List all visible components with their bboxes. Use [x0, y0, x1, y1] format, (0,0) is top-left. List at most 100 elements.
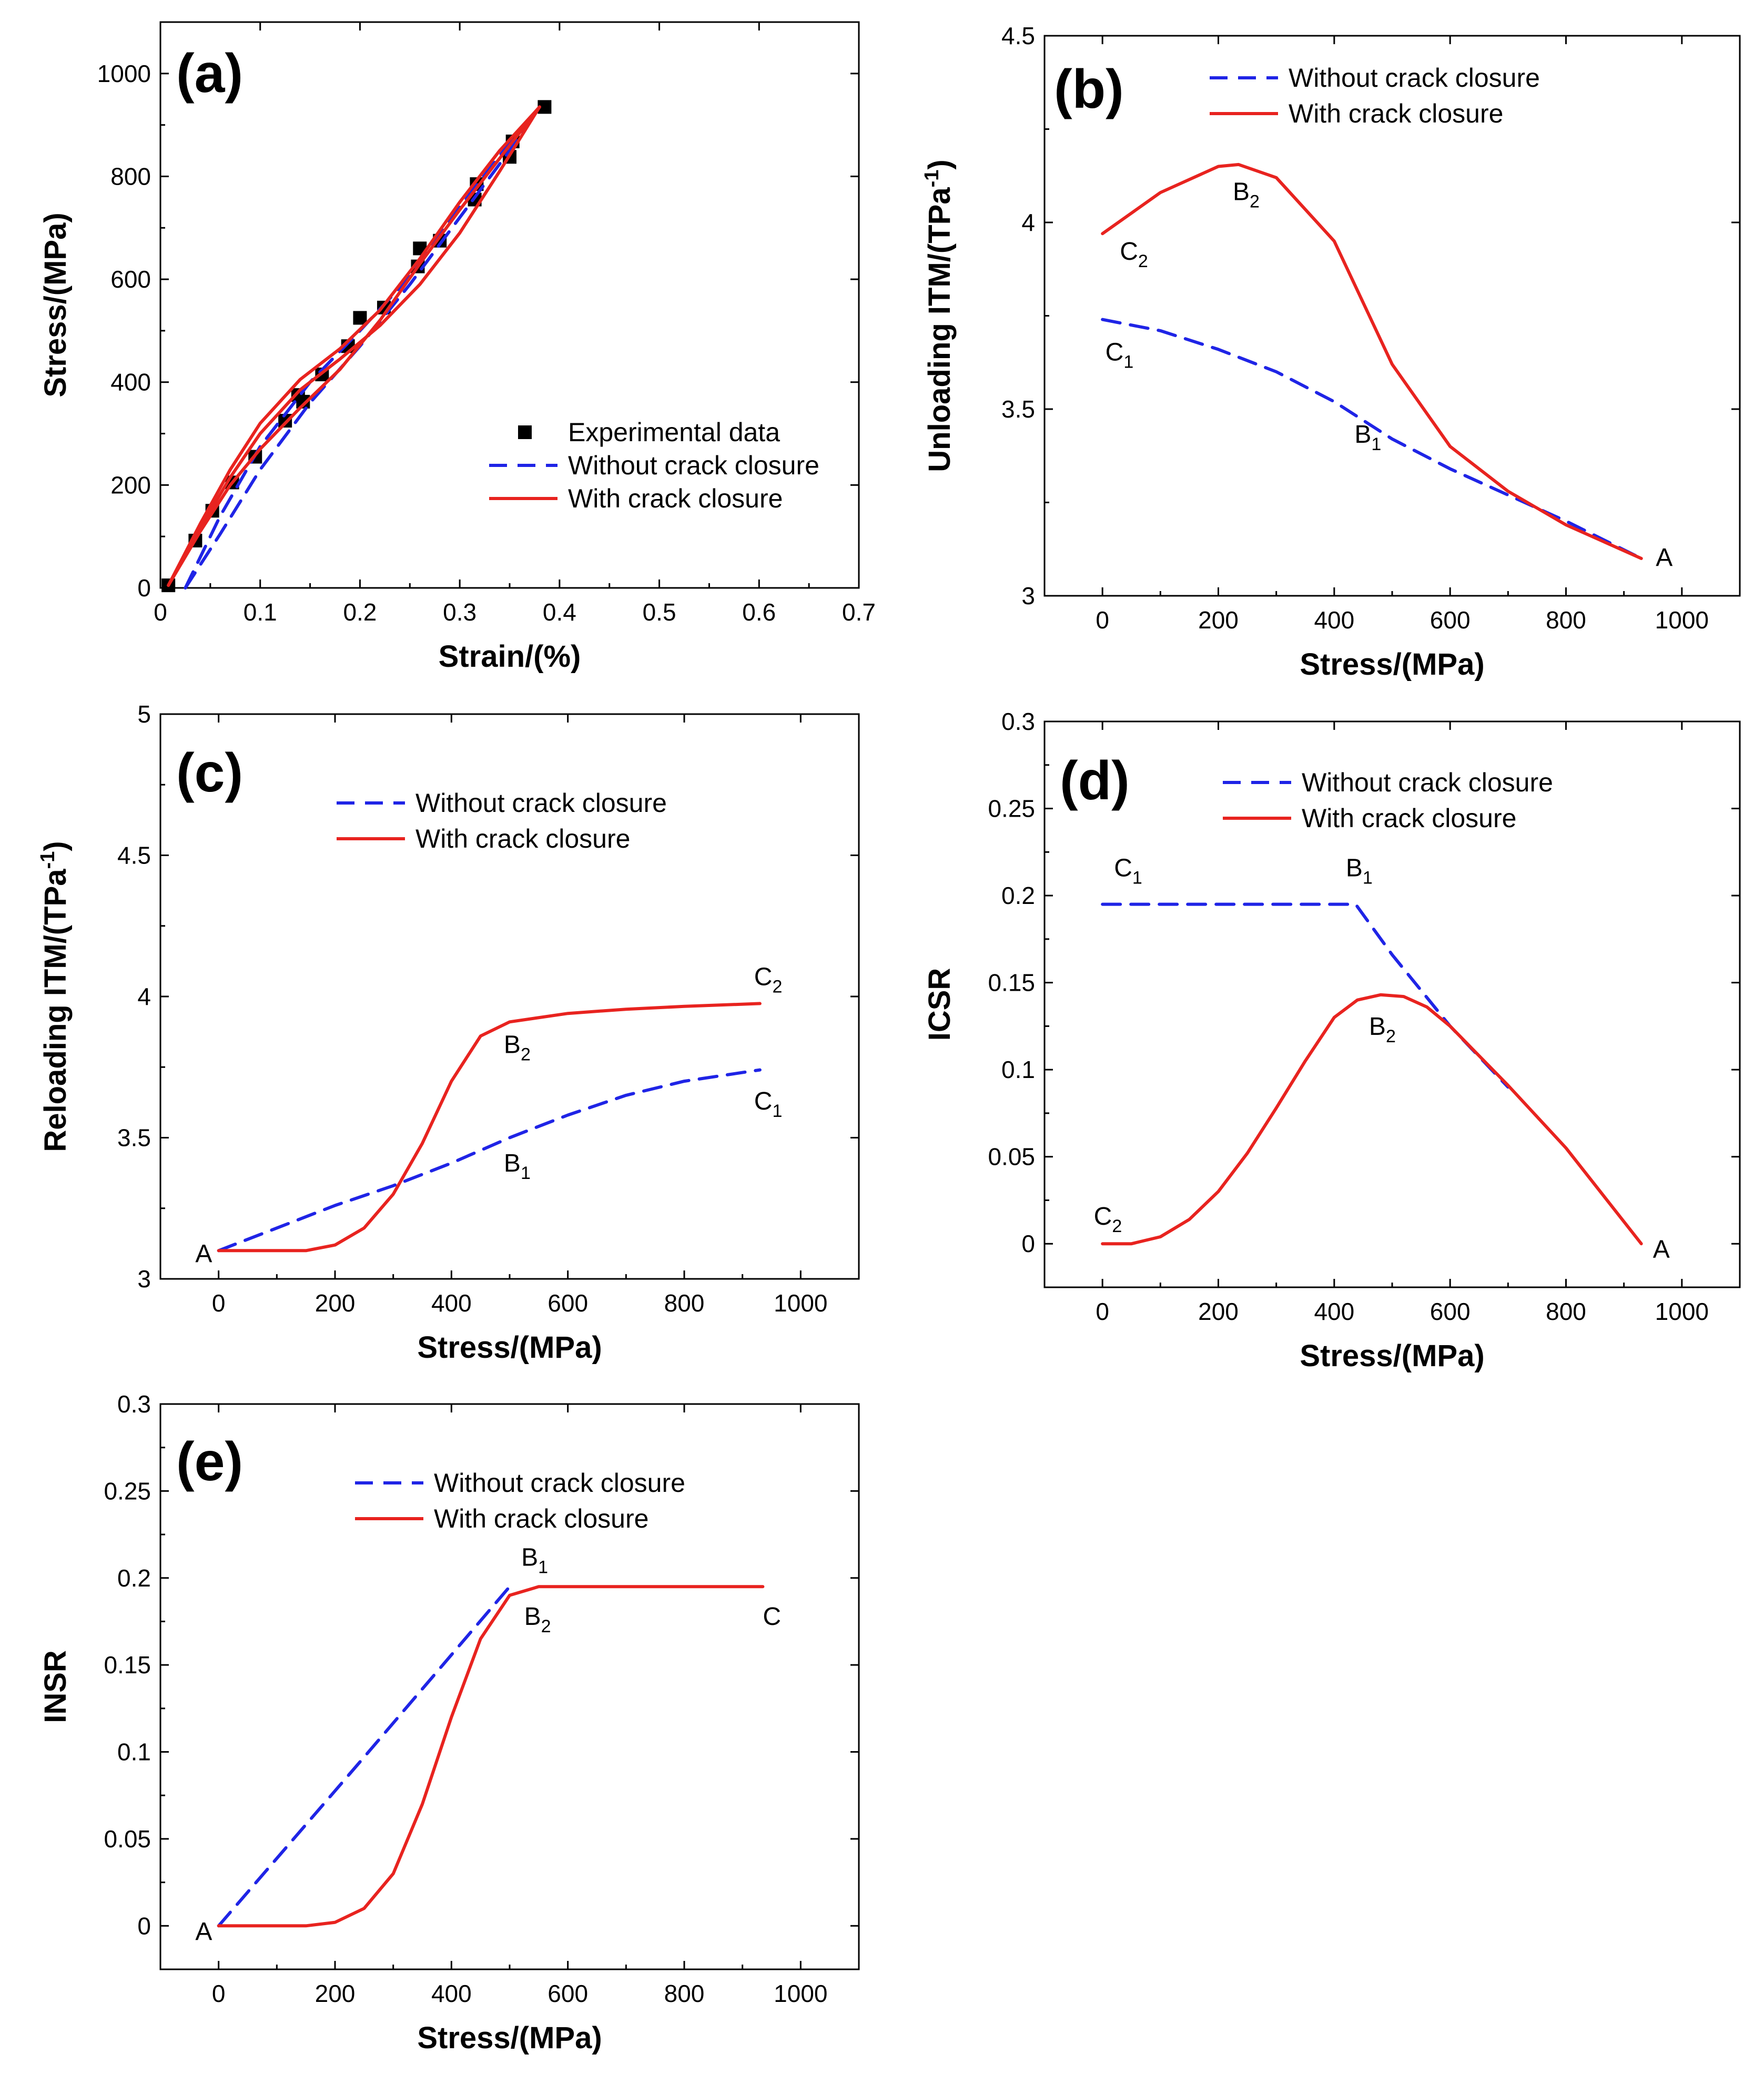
y-tick-label: 0.3	[117, 1390, 151, 1418]
x-tick-label: 1000	[774, 1980, 827, 2007]
x-tick-label: 0	[212, 1289, 226, 1317]
y-tick-label: 3	[137, 1265, 151, 1293]
y-tick-label: 0	[1021, 1230, 1035, 1257]
y-tick-label: 5	[137, 700, 151, 728]
x-tick-label: 0	[212, 1980, 226, 2007]
x-tick-label: 200	[1198, 1298, 1239, 1325]
x-axis-label: Stress/(MPa)	[1300, 1339, 1484, 1373]
y-tick-label: 3.5	[117, 1124, 151, 1152]
y-axis-label: Unloading ITM/(TPa-1)	[921, 159, 957, 472]
y-tick-label: 0	[137, 1912, 151, 1939]
annotation-subscript: 2	[521, 1044, 531, 1064]
x-tick-label: 0.6	[742, 598, 776, 626]
x-tick-label: 600	[548, 1289, 588, 1317]
x-tick-label: 800	[1546, 606, 1586, 634]
y-tick-label: 1000	[97, 60, 151, 87]
series-line-without-crack-closure	[184, 105, 541, 589]
legend-label: Without crack closure	[1302, 768, 1553, 797]
y-axis-label-superscript: -1	[37, 851, 59, 869]
x-tick-label: 400	[431, 1289, 472, 1317]
annotation-letter: B	[1354, 421, 1371, 449]
point-annotation: C2	[1094, 1203, 1122, 1236]
x-tick-label: 600	[1430, 606, 1471, 634]
annotation-letter: B	[521, 1544, 538, 1572]
panel-tag: (b)	[1054, 59, 1124, 120]
point-annotation: A	[195, 1918, 212, 1946]
x-axis-label: Strain/(%)	[439, 639, 581, 674]
point-annotation: C1	[1114, 855, 1142, 888]
y-axis-label-tail: )	[38, 841, 73, 851]
annotation-letter: B	[1233, 178, 1250, 206]
point-annotation: C1	[1106, 339, 1134, 372]
panel-tag: (c)	[176, 743, 243, 804]
annotation-subscript: 2	[772, 977, 782, 997]
data-point	[353, 311, 367, 325]
annotation-letter: C	[754, 963, 773, 991]
y-tick-label: 0.05	[988, 1143, 1035, 1171]
point-annotation: B1	[1346, 855, 1373, 888]
panel-b: 0 200 400 600 800 1000 3 3.5 4 4.5 Stress/(MPa) Unl…	[921, 22, 1741, 682]
point-annotation: B2	[1369, 1013, 1396, 1046]
point-annotation: C2	[1120, 238, 1148, 271]
annotation-letter: C	[1120, 238, 1138, 266]
point-annotation: B2	[1233, 178, 1260, 211]
y-tick-label: 0.15	[988, 969, 1035, 996]
x-axis-label: Stress/(MPa)	[417, 1330, 602, 1365]
annotation-subscript: 2	[541, 1616, 551, 1636]
annotation-letter: C	[1094, 1203, 1112, 1230]
x-tick-label: 0.3	[443, 598, 477, 626]
x-tick-label: 600	[1430, 1298, 1471, 1325]
point-annotation: A	[1653, 1236, 1670, 1264]
series-line-with-crack-closure	[1101, 162, 1643, 560]
annotation-letter: B	[1346, 855, 1363, 882]
annotation-letter: A	[1656, 544, 1672, 572]
series-line-with-crack-closure	[1101, 993, 1643, 1246]
y-tick-label: 4	[1021, 209, 1035, 236]
y-axis-label-text: Stress/(MPa)	[38, 212, 73, 397]
y-axis-label-superscript: -1	[921, 170, 943, 188]
legend-label: With crack closure	[568, 484, 783, 513]
panel-tag: (d)	[1060, 750, 1130, 811]
panel-c: 0 200 400 600 800 1000 3 3.5 4 4.5 5 Stress/(MPa) Re…	[37, 700, 860, 1365]
x-tick-label: 800	[664, 1980, 705, 2007]
y-tick-label: 3	[1021, 582, 1035, 609]
annotation-subscript: 1	[1123, 352, 1133, 372]
series-line-without-crack-closure	[1101, 902, 1510, 1089]
point-annotation: B2	[504, 1031, 531, 1064]
panel-tag: (e)	[176, 1431, 243, 1492]
annotation-subscript: 2	[1112, 1216, 1122, 1236]
legend-label: Experimental data	[568, 418, 780, 447]
x-tick-label: 1000	[774, 1289, 827, 1317]
annotation-letter: B	[1369, 1013, 1386, 1041]
point-annotation: C2	[754, 963, 783, 997]
x-tick-label: 400	[1314, 606, 1354, 634]
annotation-subscript: 1	[538, 1558, 548, 1578]
x-tick-label: 0	[1096, 1298, 1109, 1325]
panel-a: 0 0.1 0.2 0.3 0.4 0.5 0.6 0.7 0 200 400 600 800 1000 S…	[38, 21, 876, 674]
legend-label: With crack closure	[1289, 99, 1503, 128]
x-tick-label: 200	[1198, 606, 1239, 634]
panel-e: 0 200 400 600 800 1000 0 0.05 0.1 0.15 0.2 0.25 0.3 S…	[38, 1390, 860, 2055]
annotation-subscript: 1	[521, 1163, 531, 1183]
point-annotation: B2	[524, 1603, 551, 1636]
legend-label: Without crack closure	[568, 451, 819, 480]
x-tick-label: 800	[664, 1289, 705, 1317]
annotation-subscript: 1	[1363, 868, 1373, 888]
series-line-without-crack-closure	[217, 1585, 511, 1928]
series-line-with-crack-closure	[167, 105, 541, 587]
x-tick-label: 400	[1314, 1298, 1354, 1325]
x-tick-label: 0.4	[543, 598, 576, 626]
point-annotation: C	[763, 1603, 781, 1631]
x-tick-label: 0.2	[343, 598, 377, 626]
annotation-letter: C	[1106, 339, 1124, 367]
x-axis-label: Stress/(MPa)	[1300, 647, 1484, 682]
x-tick-label: 800	[1546, 1298, 1586, 1325]
y-axis-label: ICSR	[922, 968, 957, 1041]
series-line-with-crack-closure	[167, 105, 541, 587]
y-axis-label: Reloading ITM/(TPa-1)	[37, 841, 73, 1152]
annotation-letter: C	[763, 1603, 781, 1631]
x-tick-label: 0.7	[842, 598, 876, 626]
annotation-subscript: 1	[772, 1101, 782, 1121]
y-tick-label: 200	[110, 471, 151, 499]
